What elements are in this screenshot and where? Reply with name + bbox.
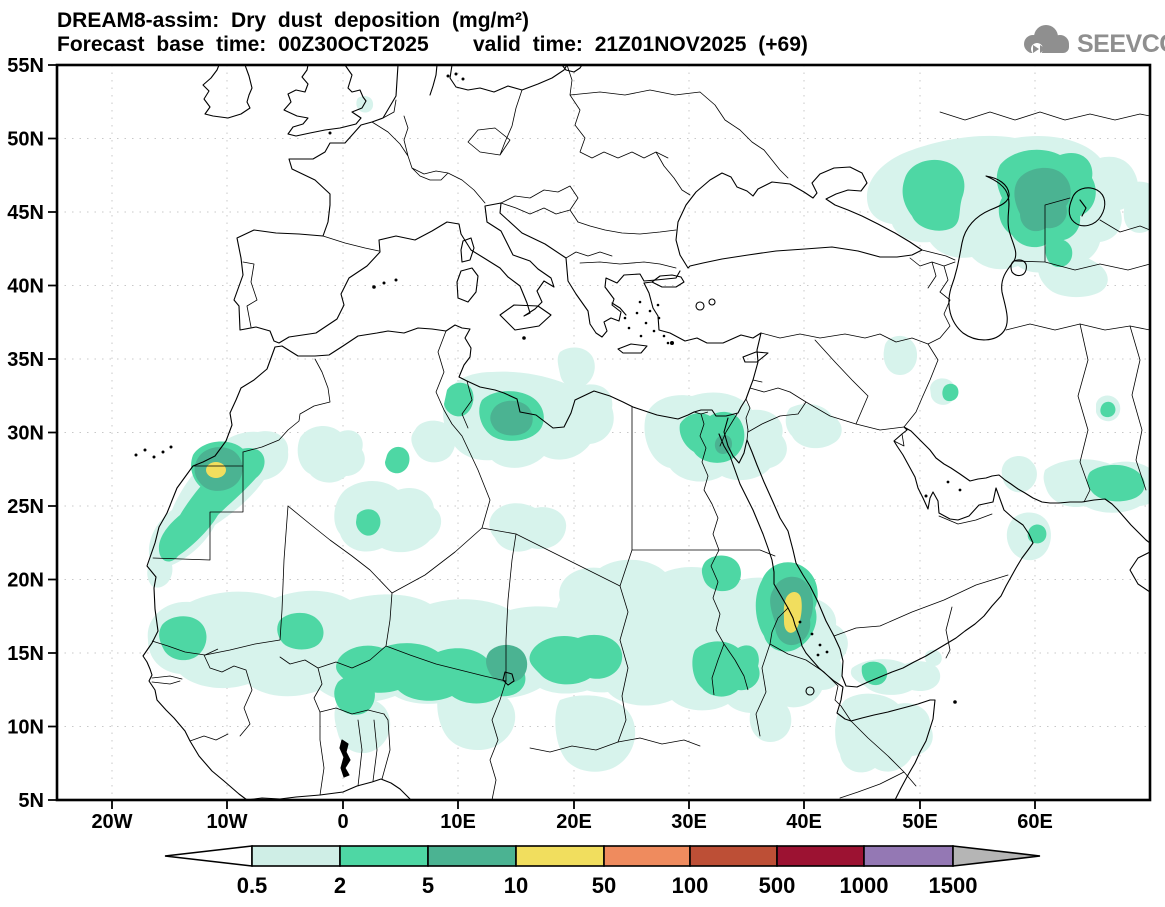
axis-ticks bbox=[48, 64, 1036, 809]
lon-label: 10W bbox=[206, 811, 247, 833]
lat-axis-labels: 55N 50N 45N 40N 35N 30N 25N 20N 15N 10N … bbox=[7, 55, 44, 812]
colorbar-label: 50 bbox=[592, 873, 616, 898]
colorbar-segment bbox=[339, 845, 429, 867]
plot-title: DREAM8-assim: Dry dust deposition (mg/m²… bbox=[57, 9, 529, 32]
colorbar-labels: 0.5 2 5 10 50 100 500 1000 1500 bbox=[237, 873, 978, 898]
lon-label: 40E bbox=[786, 811, 822, 833]
lat-label: 15N bbox=[7, 643, 44, 665]
forecast-base-time: Forecast base time: 00Z30OCT2025 bbox=[57, 33, 429, 56]
lat-label: 35N bbox=[7, 349, 44, 371]
lat-label: 10N bbox=[7, 717, 44, 739]
colorbar-segment bbox=[776, 845, 865, 867]
colorbar-label: 1000 bbox=[840, 873, 889, 898]
lon-label: 0 bbox=[337, 811, 348, 833]
colorbar: 0.5 2 5 10 50 100 500 1000 1500 bbox=[164, 845, 1041, 898]
colorbar-label: 1500 bbox=[929, 873, 978, 898]
lon-axis-labels: 20W 10W 0 10E 20E 30E 40E 50E 60E bbox=[91, 811, 1052, 833]
colorbar-segment bbox=[251, 845, 341, 867]
colorbar-segment bbox=[515, 845, 605, 867]
cloud-icon bbox=[1024, 25, 1069, 55]
lat-label: 55N bbox=[7, 55, 44, 77]
colorbar-under-arrow bbox=[164, 845, 253, 867]
colorbar-label: 10 bbox=[504, 873, 528, 898]
valid-time: valid time: 21Z01NOV2025 (+69) bbox=[473, 33, 808, 56]
lon-label: 10E bbox=[440, 811, 476, 833]
colorbar-label: 0.5 bbox=[237, 873, 268, 898]
lat-label: 20N bbox=[7, 570, 44, 592]
lat-label: 30N bbox=[7, 423, 44, 445]
lat-label: 50N bbox=[7, 129, 44, 151]
colorbar-label: 100 bbox=[672, 873, 709, 898]
lat-label: 40N bbox=[7, 276, 44, 298]
colorbar-over-arrow bbox=[952, 845, 1041, 867]
country-borders bbox=[151, 65, 1150, 800]
lon-label: 20W bbox=[91, 811, 132, 833]
logo-text: SEEVCCC bbox=[1077, 30, 1165, 58]
colorbar-label: 500 bbox=[759, 873, 796, 898]
lon-label: 20E bbox=[556, 811, 592, 833]
colorbar-label: 2 bbox=[334, 873, 346, 898]
colorbar-segment bbox=[427, 845, 517, 867]
lat-label: 5N bbox=[18, 790, 44, 812]
lon-label: 30E bbox=[671, 811, 707, 833]
islands-and-lakes bbox=[134, 72, 962, 778]
lat-label: 45N bbox=[7, 202, 44, 224]
seevccc-logo: SEEVCCC bbox=[1024, 25, 1165, 58]
colorbar-segment bbox=[603, 845, 691, 867]
colorbar-segment bbox=[863, 845, 954, 867]
lon-label: 60E bbox=[1017, 811, 1053, 833]
colorbar-label: 5 bbox=[422, 873, 434, 898]
lon-label: 50E bbox=[902, 811, 938, 833]
dust-level-5-10 bbox=[194, 167, 1071, 683]
lat-label: 25N bbox=[7, 496, 44, 518]
colorbar-segment bbox=[689, 845, 778, 867]
nile-river bbox=[151, 411, 749, 696]
